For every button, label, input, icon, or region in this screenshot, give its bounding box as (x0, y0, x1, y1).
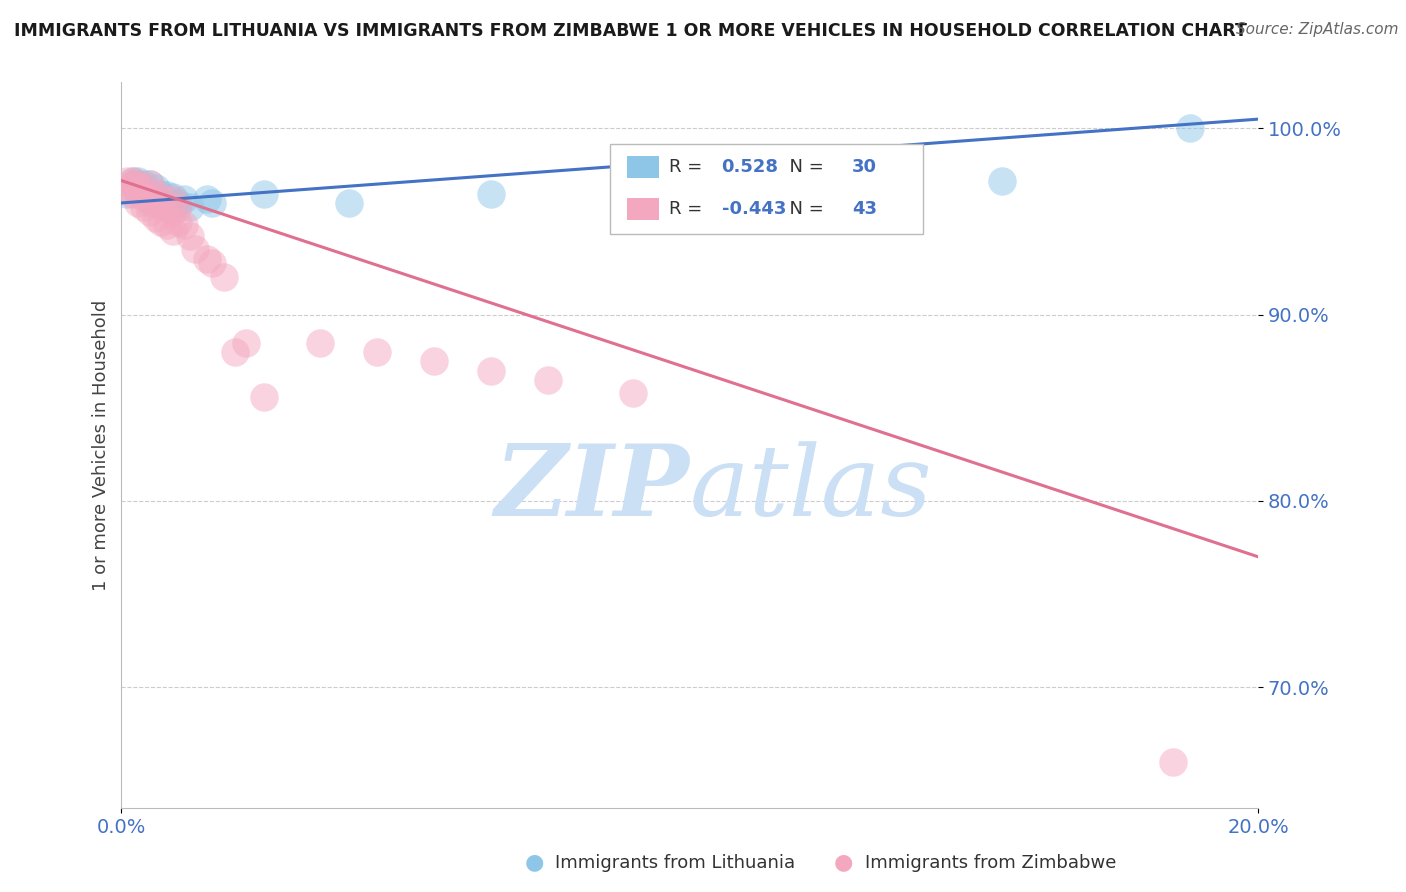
Point (121, 173, 143, 187)
Point (150, 186, 173, 201)
Point (179, 200, 201, 214)
Point (991, 173, 1014, 187)
Text: ZIP: ZIP (495, 441, 690, 537)
Point (201, 255, 224, 269)
Text: ●: ● (834, 853, 853, 872)
Point (127, 178, 149, 192)
Point (337, 196, 360, 211)
Point (479, 363, 502, 377)
Point (145, 211, 167, 225)
Point (479, 186, 502, 201)
Point (121, 186, 143, 201)
Text: 43: 43 (852, 200, 877, 218)
Point (156, 200, 179, 214)
Point (150, 200, 173, 214)
Point (134, 200, 156, 214)
Text: R =: R = (669, 200, 709, 218)
Point (115, 181, 138, 195)
Point (162, 224, 184, 238)
Point (173, 219, 195, 233)
Point (179, 229, 201, 244)
Bar (627, 198, 659, 220)
Point (1178, 121, 1201, 136)
Point (184, 243, 207, 257)
Text: N =: N = (779, 158, 830, 177)
Text: ●: ● (524, 853, 544, 872)
FancyBboxPatch shape (610, 144, 922, 235)
Y-axis label: 1 or more Vehicles in Household: 1 or more Vehicles in Household (93, 300, 110, 591)
Point (156, 219, 179, 233)
Point (127, 186, 149, 201)
Text: R =: R = (669, 158, 709, 177)
Point (1161, 755, 1184, 769)
Bar (627, 156, 659, 178)
Point (121, 178, 143, 192)
Point (127, 173, 149, 187)
Point (150, 190, 173, 204)
Point (127, 181, 149, 195)
Point (139, 178, 162, 192)
Point (139, 205, 162, 219)
Point (134, 181, 156, 195)
Point (127, 178, 149, 192)
Text: 0.528: 0.528 (721, 158, 779, 177)
Text: -0.443: -0.443 (721, 200, 786, 218)
Point (156, 200, 179, 214)
Point (167, 200, 190, 214)
Text: Immigrants from Lithuania: Immigrants from Lithuania (555, 855, 796, 872)
Point (121, 173, 143, 187)
Point (145, 196, 167, 211)
Point (115, 173, 138, 187)
Text: 30: 30 (852, 158, 877, 177)
Point (167, 214, 190, 228)
Point (224, 345, 246, 359)
Point (162, 205, 184, 219)
Point (537, 373, 560, 387)
Point (366, 345, 388, 359)
Point (162, 190, 184, 204)
Point (139, 186, 162, 201)
Point (162, 192, 184, 206)
Point (621, 385, 644, 400)
Point (145, 181, 167, 195)
Point (139, 192, 162, 206)
Point (121, 178, 143, 192)
Point (162, 200, 184, 214)
Point (145, 192, 167, 206)
Text: IMMIGRANTS FROM LITHUANIA VS IMMIGRANTS FROM ZIMBABWE 1 OR MORE VEHICLES IN HOUS: IMMIGRANTS FROM LITHUANIA VS IMMIGRANTS … (14, 22, 1247, 40)
Point (134, 186, 156, 201)
Point (156, 188, 179, 202)
Text: atlas: atlas (690, 441, 932, 536)
Point (792, 178, 814, 192)
Point (212, 270, 235, 285)
Point (139, 178, 162, 192)
Point (235, 335, 257, 350)
Point (252, 390, 274, 404)
Point (195, 192, 218, 206)
Point (201, 196, 224, 211)
Point (309, 335, 332, 350)
Text: Immigrants from Zimbabwe: Immigrants from Zimbabwe (865, 855, 1116, 872)
Point (145, 186, 167, 201)
Text: Source: ZipAtlas.com: Source: ZipAtlas.com (1236, 22, 1399, 37)
Point (173, 192, 195, 206)
Point (139, 196, 162, 211)
Point (167, 196, 190, 211)
Point (134, 178, 156, 192)
Point (150, 196, 173, 211)
Point (150, 214, 173, 228)
Point (127, 196, 149, 211)
Point (134, 190, 156, 204)
Point (252, 186, 274, 201)
Point (115, 186, 138, 201)
Text: N =: N = (779, 200, 830, 218)
Point (195, 252, 218, 266)
Point (423, 354, 446, 368)
